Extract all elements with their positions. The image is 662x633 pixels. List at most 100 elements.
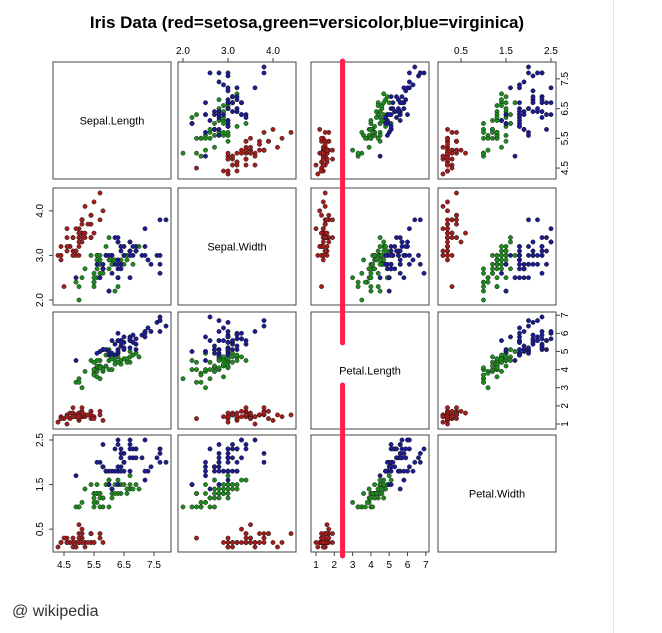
point-virginica [388,252,394,258]
point-virginica [127,248,133,254]
point-versicolor [373,257,379,263]
point-virginica [503,261,509,267]
point-virginica [384,459,390,465]
point-virginica [239,455,244,461]
point-versicolor [76,284,82,289]
point-versicolor [216,365,222,371]
point-virginica [394,455,399,461]
point-setosa [252,540,258,545]
point-virginica [544,126,549,132]
point-setosa [320,244,326,249]
point-setosa [61,535,67,541]
point-virginica [521,126,527,132]
point-setosa [454,405,459,411]
point-virginica [417,261,423,267]
point-setosa [64,244,70,249]
point-virginica [148,329,154,334]
point-virginica [397,118,403,123]
point-setosa [97,408,103,414]
point-setosa [100,417,106,423]
point-setosa [230,412,235,418]
point-virginica [225,70,231,76]
point-versicolor [359,129,365,135]
point-virginica [517,100,522,106]
point-virginica [127,239,133,245]
point-versicolor [503,363,509,369]
point-virginica [118,455,124,461]
point-setosa [55,419,61,425]
point-versicolor [91,284,97,289]
point-setosa [445,414,450,420]
point-setosa [225,168,231,174]
point-setosa [279,540,285,545]
point-virginica [230,100,235,106]
point-setosa [445,221,450,227]
point-virginica [401,477,407,483]
point-setosa [458,239,464,245]
point-versicolor [503,354,509,360]
tick-label-Sepal.Length: 5.5 [560,131,571,145]
point-virginica [115,261,121,267]
point-virginica [530,341,536,347]
point-setosa [458,408,464,414]
point-setosa [319,212,324,218]
point-setosa [288,129,294,135]
point-setosa [440,414,446,420]
point-versicolor [230,354,235,360]
point-versicolor [368,270,374,276]
point-versicolor [490,118,495,123]
point-versicolor [133,482,139,487]
point-setosa [61,284,67,289]
point-setosa [76,230,82,236]
point-versicolor [203,135,208,141]
point-versicolor [221,491,226,496]
point-versicolor [494,266,500,272]
point-virginica [234,446,240,452]
point-versicolor [212,132,217,138]
point-virginica [499,270,504,276]
point-virginica [539,270,545,276]
point-setosa [97,531,103,536]
panel-Petal.Length-vs-Petal.Width [437,311,557,430]
point-virginica [526,323,531,329]
panel-frame [52,61,172,180]
point-versicolor [230,486,235,492]
point-setosa [257,141,262,147]
point-virginica [157,459,163,465]
point-versicolor [494,365,500,371]
point-setosa [445,405,450,411]
point-virginica [234,332,240,338]
point-setosa [261,410,267,416]
point-versicolor [91,279,97,285]
point-setosa [330,531,335,536]
point-versicolor [372,482,377,487]
point-setosa [440,171,446,177]
tick-label-Petal.Width: 0.5 [35,522,46,536]
point-versicolor [508,266,513,272]
point-setosa [239,540,244,545]
point-virginica [216,455,222,461]
point-virginica [109,338,115,343]
point-versicolor [230,482,235,487]
point-virginica [395,468,401,474]
point-virginica [133,455,139,461]
point-versicolor [94,266,100,272]
point-virginica [383,261,388,267]
point-setosa [243,535,249,541]
point-versicolor [490,270,495,276]
point-versicolor [370,504,376,510]
point-versicolor [362,279,368,285]
point-setosa [225,150,231,156]
point-versicolor [189,115,195,120]
point-versicolor [121,482,127,487]
point-versicolor [221,129,226,135]
point-virginica [521,275,527,281]
point-versicolor [198,153,204,159]
point-virginica [401,85,407,91]
tick-label-Petal.Width: 2.5 [544,46,558,57]
point-versicolor [109,367,115,372]
point-setosa [79,405,85,411]
point-versicolor [481,365,486,371]
point-versicolor [115,477,121,483]
point-versicolor [499,91,504,97]
